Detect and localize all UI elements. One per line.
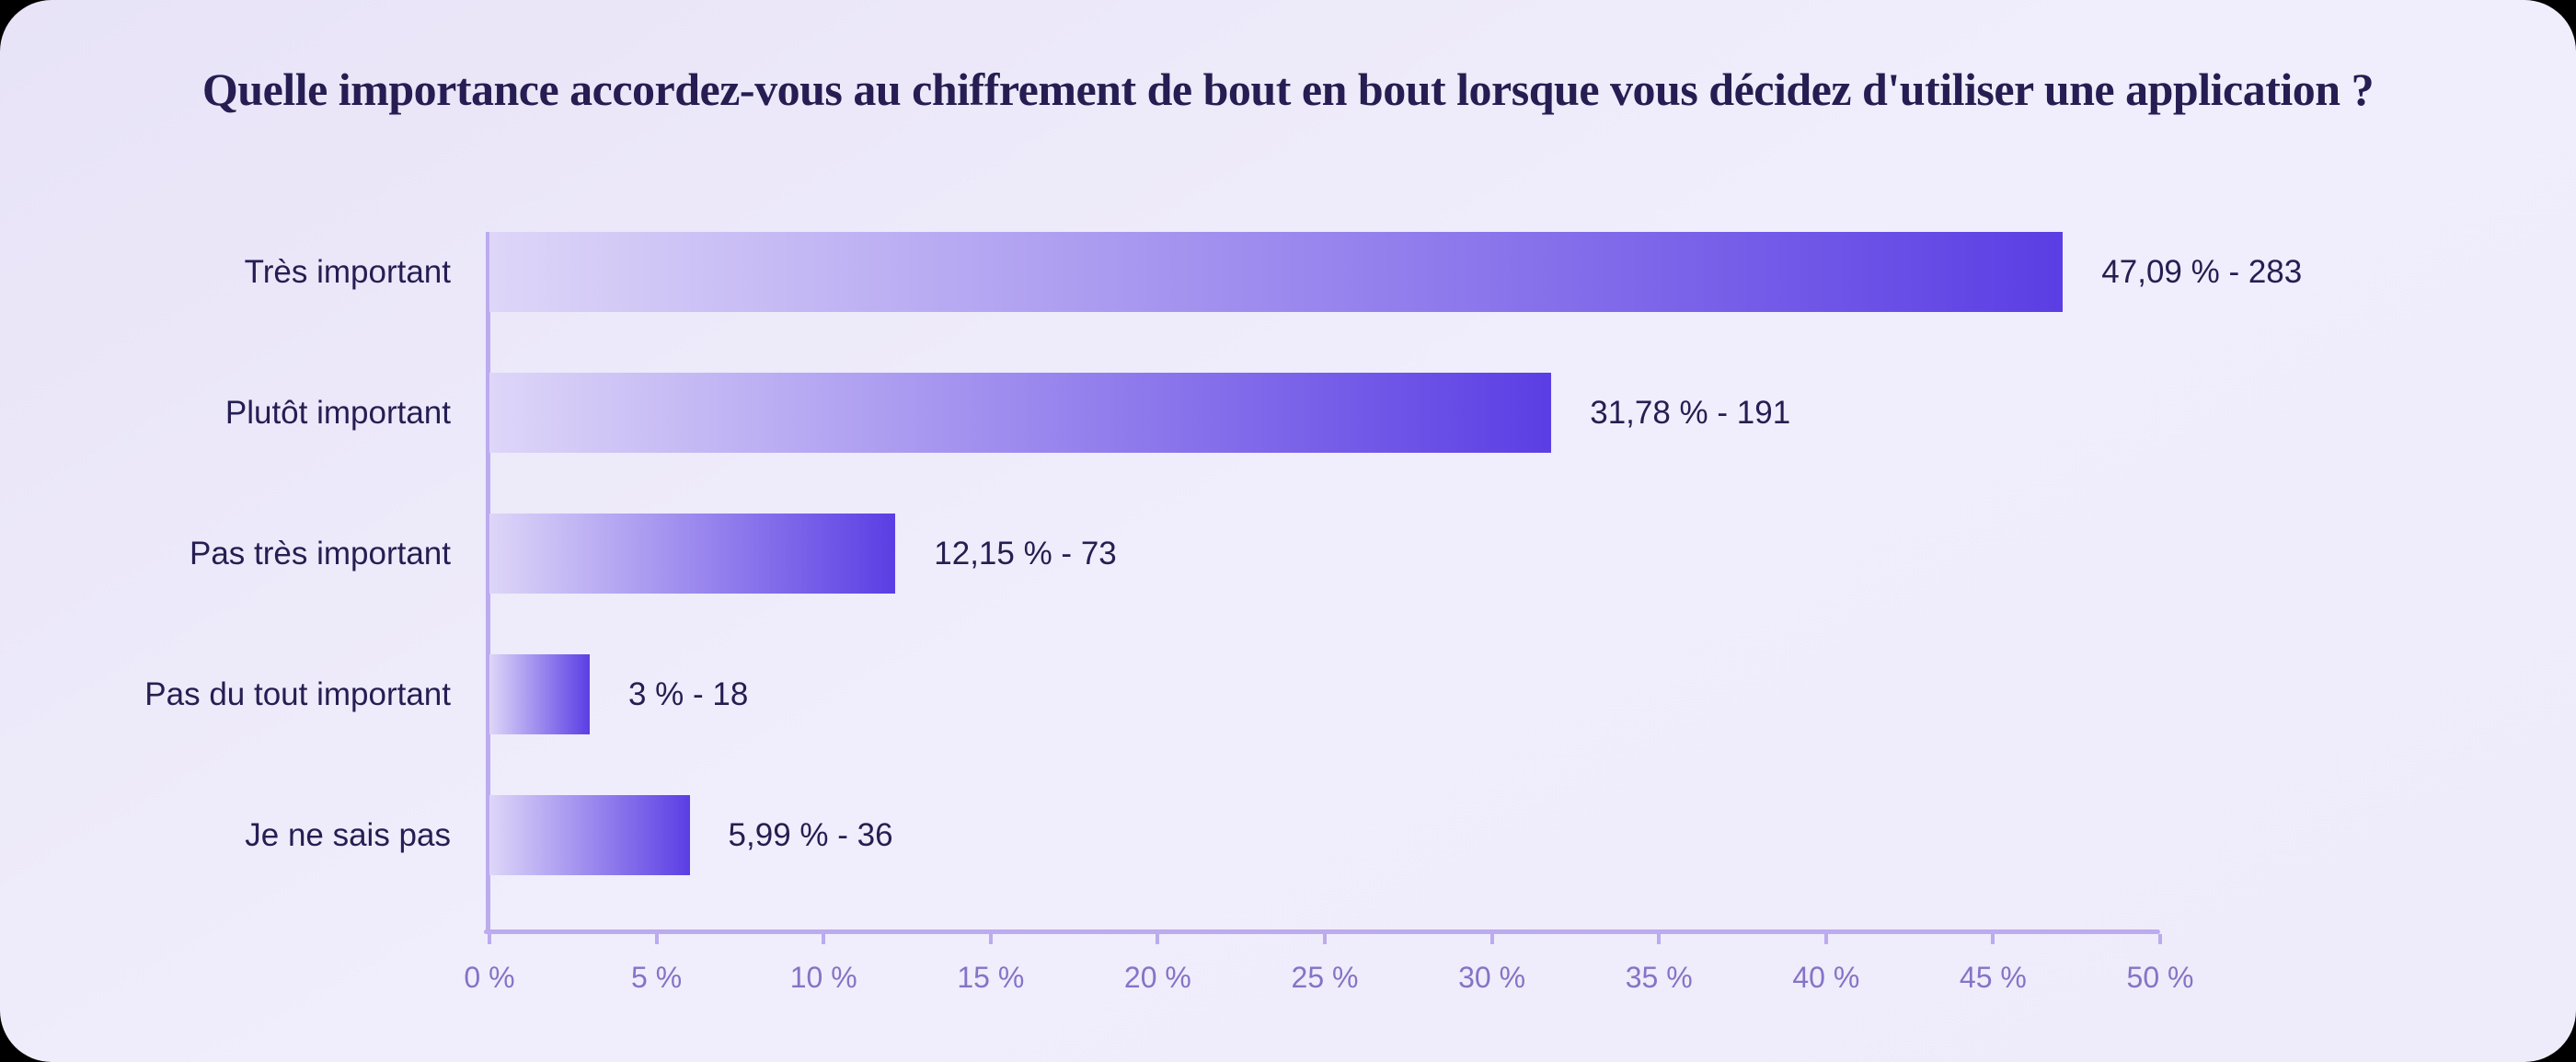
chart-row: Je ne sais pas 5,99 % - 36	[85, 795, 2532, 875]
chart-row: Pas très important 12,15 % - 73	[85, 514, 2532, 594]
chart-row: Plutôt important 31,78 % - 191	[85, 373, 2532, 453]
bar[interactable]	[489, 232, 2064, 312]
chart-row: Très important 47,09 % - 283	[85, 232, 2532, 312]
x-axis-tick-label: 5 %	[631, 961, 683, 994]
category-label: Pas du tout important	[144, 675, 451, 712]
value-label: 5,99 % - 36	[728, 816, 893, 853]
bar-track: 3 % - 18	[489, 654, 2160, 734]
x-axis-tick	[988, 934, 993, 944]
bar-chart: Très important 47,09 % - 283 Plutôt import…	[85, 232, 2532, 1023]
x-axis-tick-label: 10 %	[789, 961, 857, 994]
chart-row: Pas du tout important 3 % - 18	[85, 654, 2532, 734]
x-axis-tick	[1823, 934, 1828, 944]
x-axis-tick-label: 45 %	[1959, 961, 2027, 994]
y-axis-line	[486, 232, 490, 934]
x-axis-tick-label: 0 %	[464, 961, 515, 994]
bar[interactable]	[489, 654, 590, 734]
chart-rows: Très important 47,09 % - 283 Plutôt import…	[85, 232, 2532, 875]
x-axis-tick	[1657, 934, 1662, 944]
x-axis-tick-label: 25 %	[1291, 961, 1359, 994]
value-label: 12,15 % - 73	[934, 535, 1117, 571]
category-label: Je ne sais pas	[245, 816, 451, 853]
bar-track: 31,78 % - 191	[489, 373, 2160, 453]
bar[interactable]	[489, 373, 1552, 453]
chart-title: Quelle importance accordez-vous au chiff…	[201, 63, 2375, 115]
x-axis-tick-label: 40 %	[1792, 961, 1860, 994]
x-axis-ticks: 0 % 5 % 10 % 15 % 20 % 25 % 30 % 35 % 40 % 45 % 50…	[464, 929, 2193, 1022]
bar[interactable]	[489, 514, 896, 594]
bar-track: 12,15 % - 73	[489, 514, 2160, 594]
x-axis-tick-label: 15 %	[957, 961, 1025, 994]
x-axis-tick	[1323, 934, 1327, 944]
x-axis-tick-label: 50 %	[2126, 961, 2194, 994]
x-axis-tick-label: 30 %	[1458, 961, 1526, 994]
category-label: Plutôt important	[224, 394, 451, 431]
value-label: 3 % - 18	[627, 675, 749, 712]
category-label: Pas très important	[190, 535, 451, 571]
bar-track: 5,99 % - 36	[489, 795, 2160, 875]
bar[interactable]	[489, 795, 690, 875]
x-axis-tick	[1991, 934, 1995, 944]
x-axis-line	[484, 929, 2160, 934]
category-label: Très important	[244, 253, 451, 290]
x-axis-tick-label: 35 %	[1625, 961, 1693, 994]
x-axis-tick	[822, 934, 826, 944]
value-label: 31,78 % - 191	[1590, 394, 1791, 431]
x-axis-tick	[654, 934, 659, 944]
bar-track: 47,09 % - 283	[489, 232, 2302, 312]
x-axis-tick	[1156, 934, 1160, 944]
x-axis-tick	[488, 934, 491, 944]
x-axis-tick	[2158, 934, 2162, 944]
value-label: 47,09 % - 283	[2101, 253, 2303, 290]
x-axis-tick-label: 20 %	[1123, 961, 1191, 994]
x-axis-tick	[1489, 934, 1494, 944]
